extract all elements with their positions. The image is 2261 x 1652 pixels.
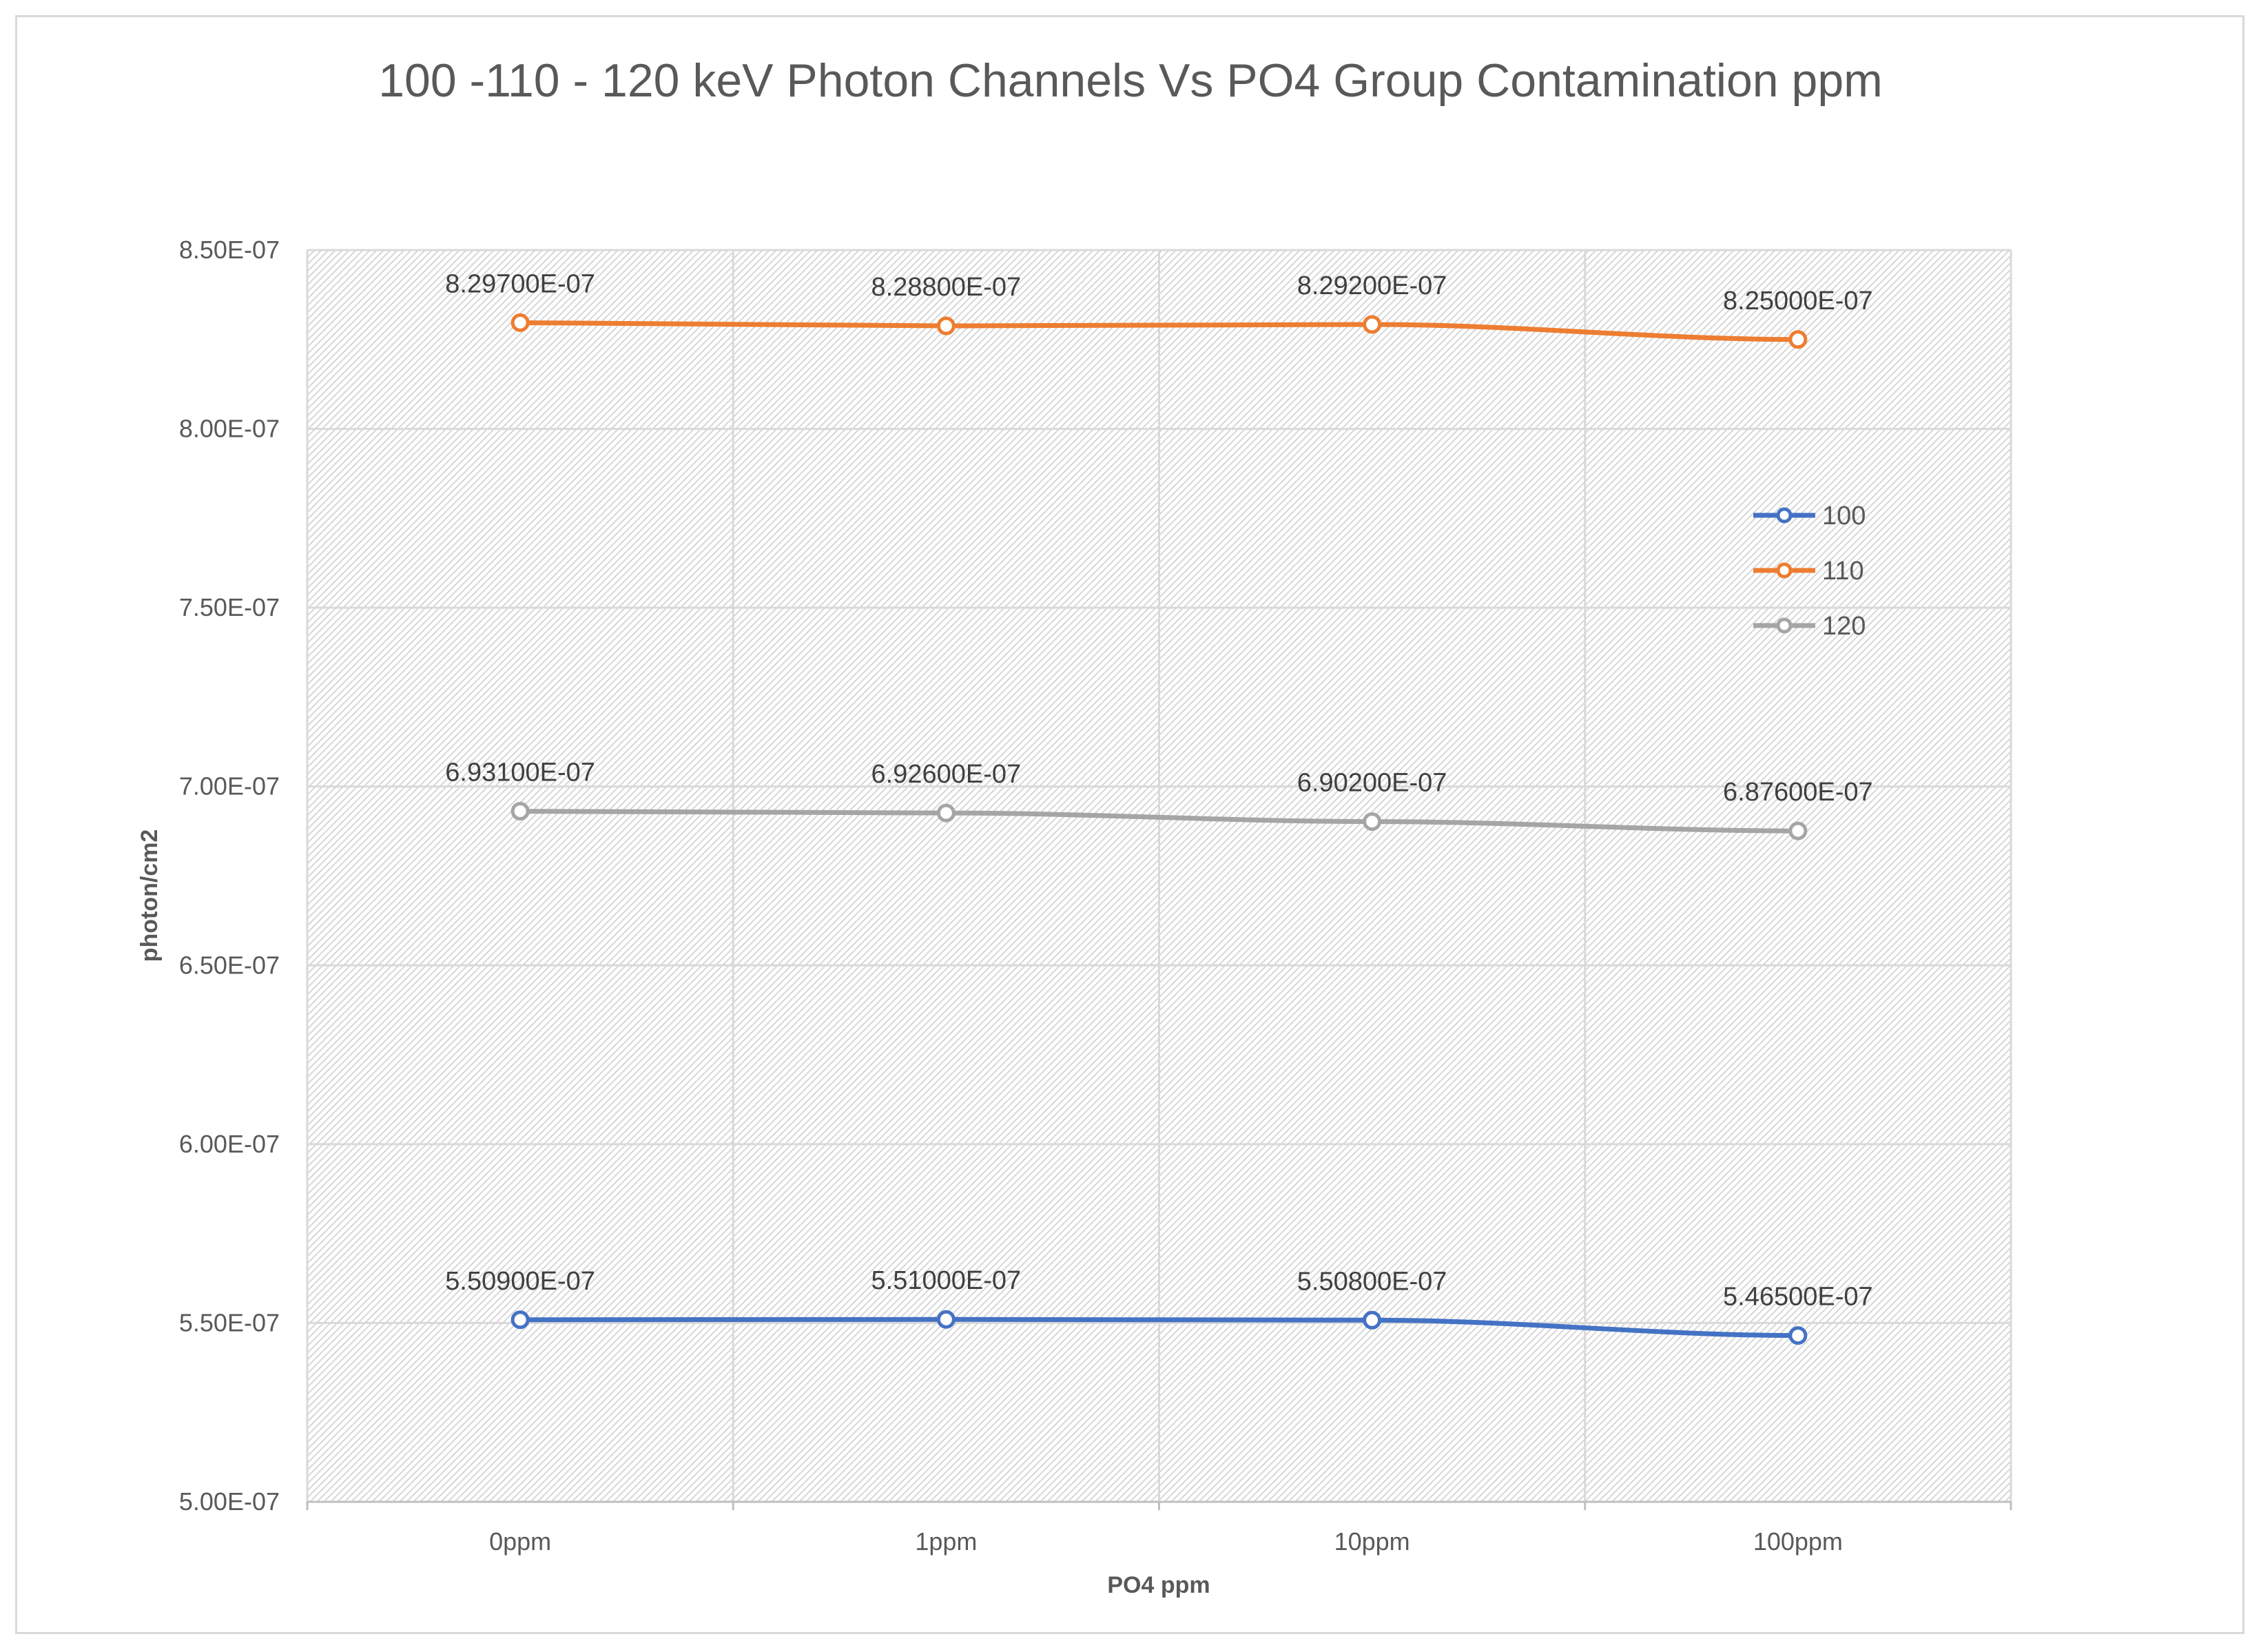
y-tick-label: 8.00E-07 (179, 415, 280, 443)
x-tick-label: 0ppm (489, 1527, 551, 1556)
x-axis-title: PO4 ppm (1107, 1572, 1210, 1598)
legend-label-100: 100 (1822, 502, 1866, 530)
chart-title: 100 -110 - 120 keV Photon Channels Vs PO… (378, 54, 1883, 107)
series-100-point (1363, 1310, 1382, 1330)
series-110-data-label: 8.25000E-07 (1723, 287, 1873, 316)
series-110-point (510, 313, 530, 332)
legend-marker-120 (1776, 617, 1793, 634)
series-100-point (510, 1310, 530, 1330)
series-110-line (517, 320, 1801, 342)
y-axis-title: photon/cm2 (136, 829, 163, 962)
series-100-data-label: 5.51000E-07 (871, 1266, 1022, 1295)
legend-marker-110 (1776, 562, 1793, 579)
series-100-line (517, 1317, 1801, 1339)
y-tick-label: 7.50E-07 (179, 593, 280, 621)
series-110-point (1788, 330, 1808, 349)
series-120-point (936, 803, 956, 823)
x-tick-label: 1ppm (915, 1527, 977, 1556)
series-110-data-label: 8.29200E-07 (1297, 271, 1447, 300)
y-tick-label: 7.00E-07 (179, 772, 280, 801)
series-100-point (936, 1310, 956, 1329)
series-120-data-label: 6.93100E-07 (445, 758, 595, 787)
legend-label-110: 110 (1822, 557, 1864, 586)
series-110-point (936, 316, 956, 335)
series-120-data-label: 6.87600E-07 (1723, 778, 1873, 807)
series-110-data-label: 8.29700E-07 (445, 269, 595, 298)
legend-marker-100 (1776, 507, 1793, 524)
series-120-data-label: 6.90200E-07 (1297, 769, 1447, 798)
series-100-point (1788, 1326, 1808, 1345)
y-tick-label: 6.00E-07 (179, 1130, 280, 1158)
series-120-point (1363, 812, 1382, 832)
y-tick-label: 5.00E-07 (179, 1487, 280, 1516)
series-120-line (517, 809, 1801, 834)
y-tick-label: 8.50E-07 (179, 236, 280, 264)
x-tick-label: 100ppm (1753, 1527, 1843, 1556)
series-110-point (1363, 315, 1382, 334)
series-120-data-label: 6.92600E-07 (871, 760, 1022, 789)
series-100-data-label: 5.50800E-07 (1297, 1267, 1447, 1296)
legend-label-120: 120 (1822, 612, 1866, 641)
series-110-data-label: 8.28800E-07 (871, 273, 1022, 302)
series-120-point (1788, 821, 1808, 840)
x-tick-label: 10ppm (1334, 1527, 1410, 1556)
series-100-data-label: 5.50900E-07 (445, 1267, 595, 1296)
series-100-data-label: 5.46500E-07 (1723, 1283, 1873, 1312)
y-tick-label: 5.50E-07 (179, 1308, 280, 1336)
y-tick-label: 6.50E-07 (179, 951, 280, 979)
series-120-point (510, 802, 530, 821)
